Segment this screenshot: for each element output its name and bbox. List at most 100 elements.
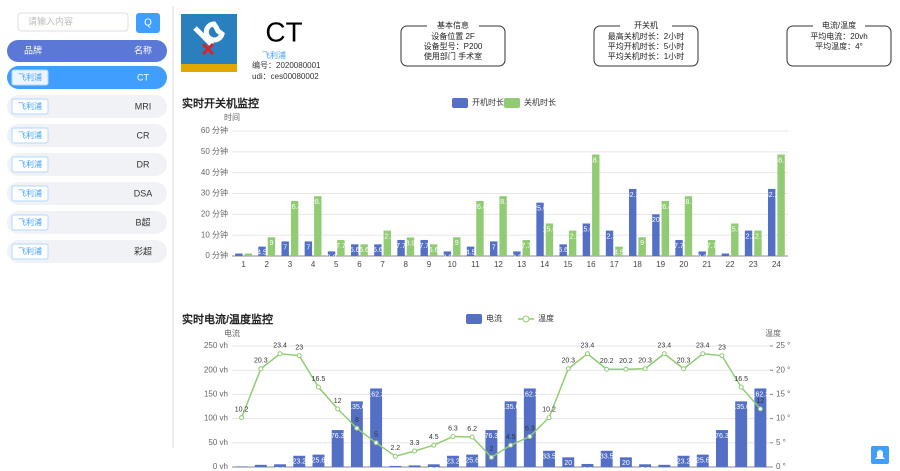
bar (605, 230, 614, 256)
legend-swatch (452, 98, 468, 108)
y-axis-label: 电流 (224, 328, 240, 338)
bar (314, 196, 322, 256)
bar-value-label: 4.5 (256, 468, 266, 471)
x-tick-label: 10 (448, 260, 457, 269)
line-point (681, 366, 687, 372)
bar-value-label: 5.6 (359, 247, 369, 254)
bar-value-label: 7 (492, 244, 496, 251)
bar (638, 237, 646, 256)
x-tick-label: 13 (517, 260, 526, 269)
line-point (623, 366, 629, 372)
legend-swatch-dot (522, 315, 530, 323)
x-tick-label: 7 (380, 260, 385, 269)
bar-value-label: 25.6 (696, 457, 710, 464)
search-button[interactable] (136, 13, 160, 33)
y-tick-label: 250 vh (204, 341, 228, 350)
line-point (738, 384, 744, 390)
bar (559, 244, 567, 256)
line-point (258, 366, 264, 372)
bar-value-label: 1.2 (243, 256, 253, 263)
point-value-label: 20.3 (254, 358, 268, 365)
y-tick-label: 100 vh (204, 414, 228, 423)
y-tick-label: 40 分钟 (201, 167, 228, 177)
bar-value-label: 76.3 (485, 433, 499, 440)
point-value-label: 6.3 (525, 425, 535, 432)
point-value-label: 20.2 (619, 358, 633, 365)
bar (476, 201, 484, 256)
point-value-label: 4.5 (506, 434, 516, 441)
bar (235, 466, 248, 467)
bar-value-label: 5.6 (558, 247, 568, 254)
x-tick-label: 21 (702, 260, 711, 269)
point-value-label: 16.5 (734, 376, 748, 383)
search-input[interactable] (17, 12, 129, 32)
line-point (661, 351, 667, 357)
bar (754, 388, 767, 467)
bar (592, 154, 600, 256)
point-value-label: 20.3 (677, 358, 691, 365)
bar (327, 251, 336, 256)
bar-value-label: 7.7 (674, 243, 684, 250)
y-tick-label: 30 分钟 (201, 188, 228, 198)
bar-value-label: 9 (640, 240, 644, 247)
bar-value-label: 5.6 (350, 247, 360, 254)
x-tick-label: 17 (610, 260, 619, 269)
bar-value-label: 4.5 (614, 249, 624, 256)
bar-value-label: 32.2 (765, 192, 779, 199)
bar-value-label: 12.2 (566, 233, 580, 240)
info-title-bg (813, 20, 865, 30)
bar-value-label: 33.5 (542, 454, 556, 461)
bar (545, 223, 554, 256)
item-name: DSA (134, 188, 153, 198)
bar (337, 239, 345, 256)
info-title: 开关机 (634, 20, 658, 30)
chart-title: 实时电流/温度监控 (182, 312, 273, 326)
item-brand: 飞利浦 (18, 188, 42, 198)
point-value-label: 23.4 (696, 343, 710, 350)
point-value-label: 12 (756, 398, 764, 405)
bar (406, 237, 415, 256)
bar-value-label: 76.3 (331, 433, 345, 440)
point-value-label: 23.4 (581, 343, 595, 350)
line-point (373, 440, 379, 446)
device-name: CT (265, 16, 302, 47)
brand-chip (11, 185, 49, 202)
bar-value-label: 135.6 (502, 404, 520, 411)
point-value-label: 10.2 (542, 406, 556, 413)
item-name: CT (137, 72, 149, 82)
y2-axis-label: 温度 (765, 328, 781, 338)
bar (466, 454, 479, 467)
bar (568, 230, 577, 256)
x-tick-label: 15 (563, 260, 572, 269)
point-value-label: 20.3 (561, 358, 575, 365)
info-line: 平均开机时长：5小时 (608, 41, 684, 51)
x-tick-label: 19 (656, 260, 665, 269)
bar-value-label: 3.3 (410, 468, 420, 471)
bar-value-label: 1.2 (234, 256, 244, 263)
bar (397, 239, 405, 256)
bar (661, 201, 669, 256)
bar-value-label: 162.3 (521, 391, 539, 398)
bar-value-label: 162.3 (367, 391, 385, 398)
y-tick-label: 20 分钟 (201, 208, 228, 218)
wrench (193, 21, 225, 47)
y-tick-label: 0 分钟 (205, 250, 228, 260)
bar-value-label: 28.7 (311, 199, 325, 206)
legend-label: 电流 (486, 313, 502, 323)
bar-value-label: 23.2 (677, 459, 691, 466)
bar-value-label: 25.6 (533, 206, 547, 213)
item-name: B超 (135, 216, 150, 227)
bar (652, 214, 660, 256)
bar (522, 239, 530, 256)
bar-value-label: 25.6 (465, 457, 479, 464)
header-name: 名称 (134, 44, 152, 55)
line-point (315, 384, 321, 390)
bar-value-label: 4.5 (659, 468, 669, 471)
bar-value-label: 76.3 (715, 433, 729, 440)
line-point (431, 442, 437, 448)
bar (777, 154, 785, 256)
bar (281, 241, 289, 256)
legend-label: 温度 (538, 313, 554, 323)
bar (408, 465, 421, 467)
